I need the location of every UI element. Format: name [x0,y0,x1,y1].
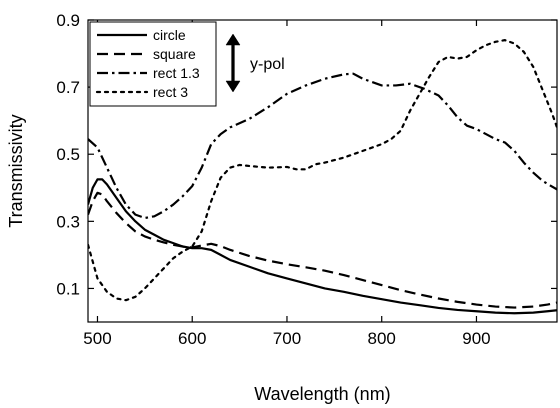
y-tick-label: 0.1 [56,279,80,298]
annotation-label: y-pol [250,56,285,73]
polarization-annotation: y-pol [225,33,285,93]
x-tick-label: 500 [83,329,111,348]
legend-label: rect 3 [153,84,188,100]
x-tick-label: 700 [273,329,301,348]
series-line-rect-3 [88,39,557,302]
x-tick-label: 800 [368,329,396,348]
x-tick-label: 600 [178,329,206,348]
series-line-circle [88,178,557,315]
series-layer [88,39,557,315]
legend-label: square [153,46,196,62]
y-tick-label: 0.9 [56,11,80,30]
x-axis-title: Wavelength (nm) [254,384,390,404]
legend-label: rect 1.3 [153,65,200,81]
ticks-layer: 500 600 700 800 900 0.1 0.3 0.5 0.7 0.9 [56,11,557,348]
x-tick-label: 900 [462,329,490,348]
legend-label: circle [153,27,186,43]
y-tick-label: 0.5 [56,145,80,164]
y-tick-label: 0.7 [56,78,80,97]
series-line-square [88,191,557,309]
series-line-rect-1-3 [88,72,557,220]
plot-frame [87,19,558,323]
double-arrow-icon [225,33,241,93]
y-axis-title: Transmissivity [6,114,26,227]
y-tick-label: 0.3 [56,212,80,231]
legend: circle square rect 1.3 rect 3 [89,21,217,107]
